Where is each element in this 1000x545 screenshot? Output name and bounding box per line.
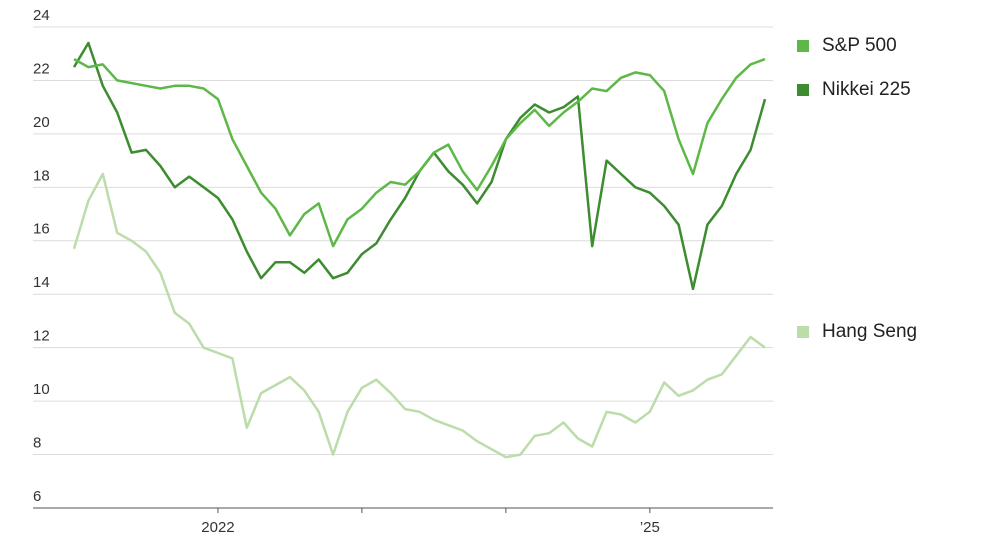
series-line <box>72 172 766 459</box>
legend-label: Hang Seng <box>822 321 917 342</box>
y-tick-label: 22 <box>33 60 50 77</box>
series-line <box>72 41 767 291</box>
y-tick-label: 12 <box>33 328 50 345</box>
y-tick-label: 6 <box>33 488 41 505</box>
legend-swatch <box>797 326 809 338</box>
legend-swatch <box>797 40 809 52</box>
legend-label: Nikkei 225 <box>822 79 911 100</box>
x-tick-label: 2022 <box>201 519 234 536</box>
y-tick-label: 20 <box>33 114 50 131</box>
x-tick-label: ’25 <box>640 519 660 536</box>
legend-label: S&P 500 <box>822 35 897 56</box>
y-tick-label: 8 <box>33 435 41 452</box>
y-tick-label: 24 <box>33 7 50 24</box>
y-tick-label: 10 <box>33 381 50 398</box>
series-line <box>73 57 766 248</box>
y-tick-label: 16 <box>33 221 50 238</box>
legend-swatch <box>797 84 809 96</box>
y-tick-label: 18 <box>33 167 50 184</box>
y-tick-label: 14 <box>33 274 50 291</box>
